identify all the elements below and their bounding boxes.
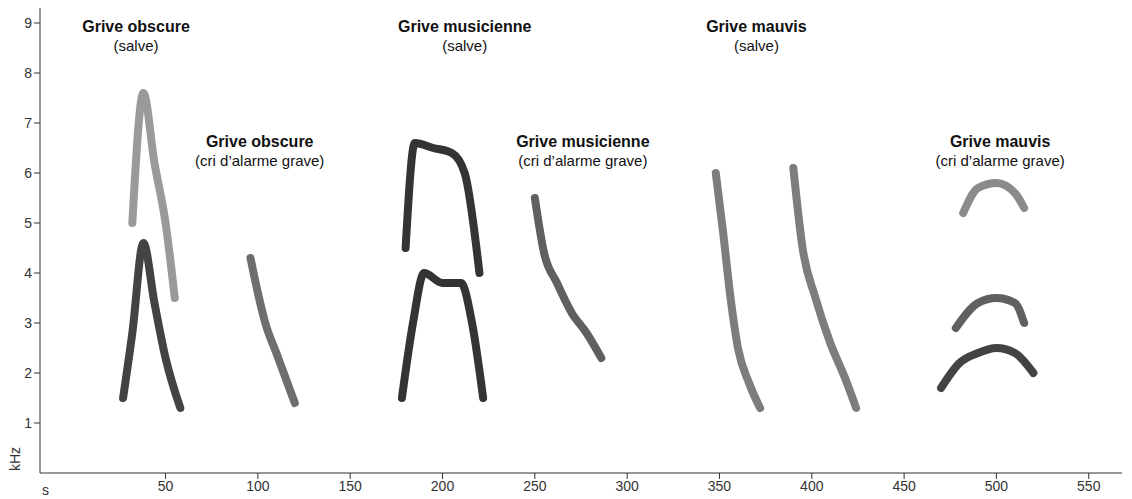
svg-text:Grive obscure: Grive obscure (206, 133, 314, 150)
svg-text:kHz: kHz (7, 447, 23, 471)
svg-text:(cri d’alarme grave): (cri d’alarme grave) (518, 152, 647, 169)
svg-text:(salve): (salve) (114, 37, 159, 54)
svg-text:400: 400 (800, 478, 824, 494)
svg-text:350: 350 (708, 478, 732, 494)
svg-text:(cri d’alarme grave): (cri d’alarme grave) (936, 152, 1065, 169)
svg-text:450: 450 (892, 478, 916, 494)
svg-text:150: 150 (339, 478, 363, 494)
svg-text:100: 100 (246, 478, 270, 494)
svg-text:Grive mauvis: Grive mauvis (706, 18, 807, 35)
svg-text:500: 500 (985, 478, 1009, 494)
svg-text:1: 1 (24, 415, 32, 431)
svg-text:8: 8 (24, 65, 32, 81)
svg-text:3: 3 (24, 315, 32, 331)
svg-text:(salve): (salve) (442, 37, 487, 54)
svg-text:s: s (42, 482, 49, 498)
svg-text:(salve): (salve) (734, 37, 779, 54)
svg-text:7: 7 (24, 115, 32, 131)
svg-text:9: 9 (24, 15, 32, 31)
svg-text:Grive mauvis: Grive mauvis (950, 133, 1051, 150)
svg-text:6: 6 (24, 165, 32, 181)
svg-text:5: 5 (24, 215, 32, 231)
svg-text:250: 250 (523, 478, 547, 494)
svg-text:Grive musicienne: Grive musicienne (516, 133, 649, 150)
svg-text:300: 300 (615, 478, 639, 494)
svg-text:(cri d’alarme grave): (cri d’alarme grave) (195, 152, 324, 169)
svg-text:550: 550 (1077, 478, 1101, 494)
svg-text:50: 50 (158, 478, 174, 494)
svg-text:Grive obscure: Grive obscure (82, 18, 190, 35)
svg-text:4: 4 (24, 265, 32, 281)
svg-text:Grive musicienne: Grive musicienne (398, 18, 531, 35)
svg-text:200: 200 (431, 478, 455, 494)
svg-text:2: 2 (24, 365, 32, 381)
